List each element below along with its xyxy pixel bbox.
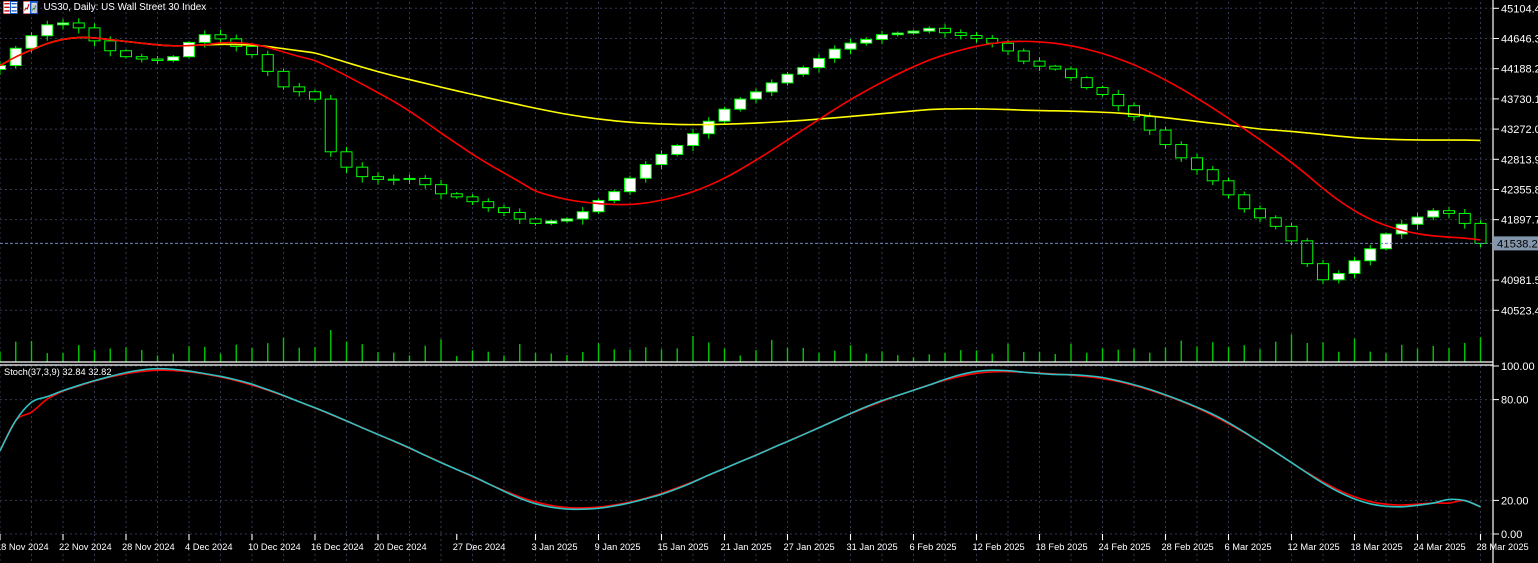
svg-text:6 Mar 2025: 6 Mar 2025 bbox=[1225, 542, 1272, 552]
svg-text:0.00: 0.00 bbox=[1501, 529, 1522, 541]
svg-text:28 Feb 2025: 28 Feb 2025 bbox=[1162, 542, 1214, 552]
svg-text:43730.1: 43730.1 bbox=[1501, 94, 1538, 106]
svg-text:3 Jan 2025: 3 Jan 2025 bbox=[532, 542, 578, 552]
svg-text:44188.2: 44188.2 bbox=[1501, 64, 1538, 76]
svg-text:20.00: 20.00 bbox=[1501, 495, 1529, 507]
svg-text:24 Feb 2025: 24 Feb 2025 bbox=[1099, 542, 1151, 552]
svg-text:12 Mar 2025: 12 Mar 2025 bbox=[1288, 542, 1340, 552]
svg-text:16 Dec 2024: 16 Dec 2024 bbox=[311, 542, 364, 552]
svg-text:22 Nov 2024: 22 Nov 2024 bbox=[59, 542, 112, 552]
svg-text:41897.7: 41897.7 bbox=[1501, 215, 1538, 227]
svg-text:42813.9: 42813.9 bbox=[1501, 154, 1538, 166]
svg-text:18 Nov 2024: 18 Nov 2024 bbox=[0, 542, 49, 552]
svg-text:41538.2: 41538.2 bbox=[1497, 238, 1538, 250]
svg-text:18 Mar 2025: 18 Mar 2025 bbox=[1351, 542, 1403, 552]
svg-text:44646.3: 44646.3 bbox=[1501, 34, 1538, 46]
svg-text:40523.4: 40523.4 bbox=[1501, 305, 1538, 317]
svg-text:12 Feb 2025: 12 Feb 2025 bbox=[973, 542, 1025, 552]
svg-text:31 Jan 2025: 31 Jan 2025 bbox=[847, 542, 898, 552]
svg-text:40981.5: 40981.5 bbox=[1501, 275, 1538, 287]
svg-text:4 Dec 2024: 4 Dec 2024 bbox=[185, 542, 233, 552]
svg-text:24 Mar 2025: 24 Mar 2025 bbox=[1414, 542, 1466, 552]
svg-text:27 Dec 2024: 27 Dec 2024 bbox=[453, 542, 506, 552]
svg-text:15 Jan 2025: 15 Jan 2025 bbox=[658, 542, 709, 552]
svg-text:43272.0: 43272.0 bbox=[1501, 124, 1538, 136]
svg-text:28 Nov 2024: 28 Nov 2024 bbox=[122, 542, 175, 552]
svg-text:6 Feb 2025: 6 Feb 2025 bbox=[910, 542, 957, 552]
svg-text:80.00: 80.00 bbox=[1501, 395, 1529, 407]
svg-text:100.00: 100.00 bbox=[1501, 361, 1535, 373]
svg-text:27 Jan 2025: 27 Jan 2025 bbox=[784, 542, 835, 552]
svg-text:21 Jan 2025: 21 Jan 2025 bbox=[721, 542, 772, 552]
svg-text:10 Dec 2024: 10 Dec 2024 bbox=[248, 542, 301, 552]
svg-text:28 Mar 2025: 28 Mar 2025 bbox=[1477, 542, 1529, 552]
svg-text:42355.8: 42355.8 bbox=[1501, 184, 1538, 196]
svg-text:45104.4: 45104.4 bbox=[1501, 3, 1538, 15]
svg-text:20 Dec 2024: 20 Dec 2024 bbox=[374, 542, 427, 552]
svg-text:18 Feb 2025: 18 Feb 2025 bbox=[1036, 542, 1088, 552]
svg-text:9 Jan 2025: 9 Jan 2025 bbox=[595, 542, 641, 552]
